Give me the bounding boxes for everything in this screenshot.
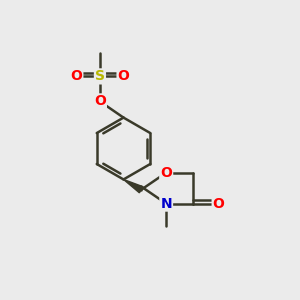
Text: O: O (160, 166, 172, 180)
Text: O: O (118, 69, 129, 83)
Text: O: O (70, 69, 82, 83)
Polygon shape (124, 179, 143, 193)
Text: S: S (95, 69, 105, 83)
Text: N: N (160, 196, 172, 211)
Text: O: O (94, 94, 106, 108)
Text: O: O (213, 196, 224, 211)
